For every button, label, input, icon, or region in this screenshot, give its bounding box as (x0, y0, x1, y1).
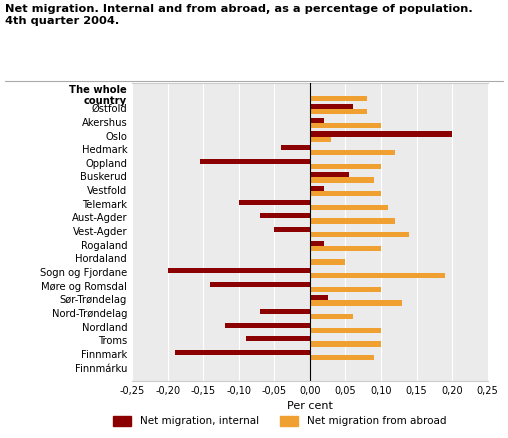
Bar (310, 246, 381, 251)
Bar (310, 172, 349, 177)
Bar (260, 309, 310, 314)
Bar (310, 186, 324, 191)
Bar (310, 131, 452, 137)
Bar (260, 213, 310, 219)
Bar (310, 259, 345, 265)
Bar (310, 191, 381, 196)
Bar (310, 273, 445, 278)
Bar (274, 227, 310, 232)
Bar (310, 328, 381, 333)
Bar (310, 150, 395, 155)
Bar (310, 300, 402, 306)
Bar (246, 336, 310, 342)
Bar (200, 159, 310, 164)
Bar (310, 123, 381, 128)
Bar (310, 240, 324, 246)
Bar (310, 295, 328, 300)
Bar (210, 282, 310, 287)
Bar (175, 350, 310, 355)
Bar (310, 109, 367, 114)
Text: Net migration. Internal and from abroad, as a percentage of population.
4th quar: Net migration. Internal and from abroad,… (5, 4, 473, 26)
Bar (239, 200, 310, 205)
Bar (310, 164, 381, 169)
Bar (310, 342, 381, 346)
X-axis label: Per cent: Per cent (287, 402, 333, 411)
Bar (310, 177, 374, 183)
Bar (310, 205, 388, 210)
Bar (310, 232, 409, 237)
Legend: Net migration, internal, Net migration from abroad: Net migration, internal, Net migration f… (108, 412, 451, 431)
Bar (310, 95, 367, 101)
Bar (281, 145, 310, 150)
Bar (310, 219, 395, 224)
Bar (310, 118, 324, 123)
Bar (310, 137, 331, 142)
Bar (310, 104, 353, 109)
Bar (168, 268, 310, 273)
Bar (310, 355, 374, 360)
Bar (225, 322, 310, 328)
Bar (310, 314, 353, 319)
Bar (310, 287, 381, 292)
